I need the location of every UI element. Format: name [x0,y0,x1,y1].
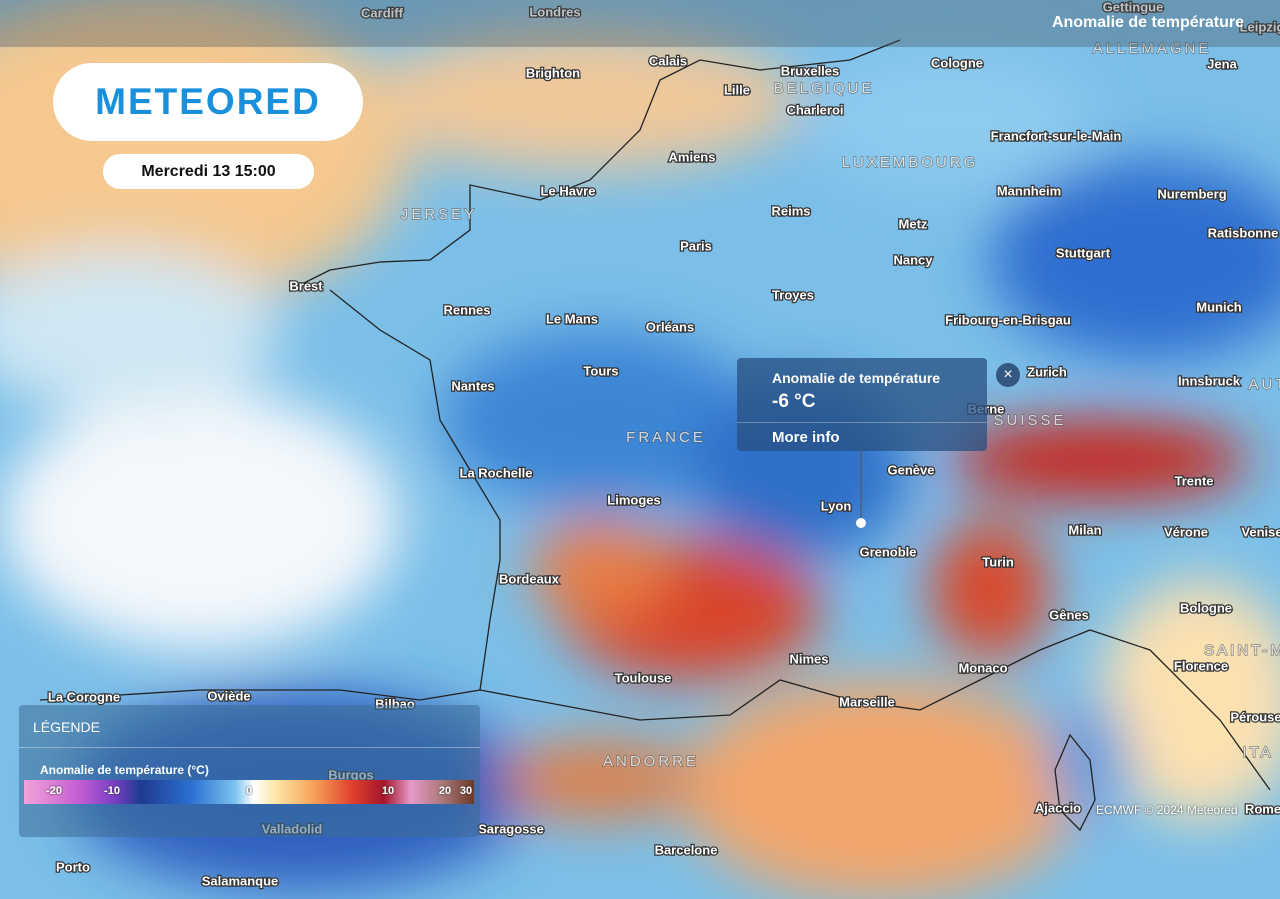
city-label: Le Mans [546,311,598,326]
city-label: Bordeaux [499,571,560,586]
city-label: Monaco [958,660,1007,675]
logo[interactable]: METEORED [53,63,363,141]
city-label: Troyes [772,287,814,302]
city-label: Reims [771,203,810,218]
pointer-dot [856,518,866,528]
city-label: Turin [982,554,1014,569]
city-label: Bologne [1180,600,1232,615]
legend-tick: -10 [104,785,120,797]
city-label: Brest [289,278,323,293]
country-label: SAINT-M [1204,642,1280,659]
city-label: Barcelone [655,842,718,857]
legend-tick: 30 [459,785,473,797]
legend-title: LÉGENDE [33,719,100,735]
legend-subtitle: Anomalie de température (°C) [40,763,209,777]
city-label: Fribourg-en-Brisgau [945,312,1071,327]
city-label: Gettingue [1103,0,1164,14]
country-label: ALLEMAGNE [1093,40,1212,57]
separator [737,422,987,423]
city-label: Marseille [839,694,895,709]
city-label: Londres [529,4,580,19]
city-label: Porto [56,859,90,874]
tooltip: Anomalie de température -6 °C More info [737,358,987,451]
country-label: AUT [1249,376,1280,393]
city-label: Metz [899,216,928,231]
country-label: LUXEMBOURG [842,154,979,171]
city-label: Cardiff [361,5,404,20]
city-label: Rome [1245,801,1280,816]
city-label: Paris [680,238,712,253]
city-label: La Rochelle [460,465,533,480]
layer-name[interactable]: Anomalie de température [1051,14,1244,31]
legend-tick: 0 [245,785,253,797]
city-label: Rennes [444,302,491,317]
city-label: Orléans [646,319,694,334]
city-label: Nantes [451,378,494,393]
city-label: Nancy [893,252,933,267]
city-label: Genève [888,462,935,477]
separator [19,747,480,748]
city-label: Salamanque [202,873,279,888]
country-label: ITA [1242,744,1273,761]
city-label: Pérouse [1230,709,1280,724]
city-label: Charleroi [786,102,843,117]
city-label: Vérone [1164,524,1208,539]
city-label: Leipzig [1240,19,1280,34]
city-label: Lyon [821,498,852,513]
legend: LÉGENDE Anomalie de température (°C) -20… [19,705,480,837]
legend-tick: -20 [46,785,62,797]
city-label: Stuttgart [1056,245,1111,260]
country-label: BELGIQUE [774,80,875,97]
city-label: Milan [1068,522,1101,537]
country-label: ANDORRE [603,753,699,770]
color-scale [24,780,474,804]
city-label: Bruxelles [781,63,840,78]
city-label: Nuremberg [1157,186,1226,201]
city-label: Lille [724,82,750,97]
city-label: La Corogne [48,689,120,704]
city-label: Ratisbonne [1208,225,1279,240]
city-label: Jena [1207,56,1237,71]
country-label: FRANCE [626,429,706,446]
city-label: Munich [1196,299,1242,314]
tooltip-value: -6 °C [772,391,816,412]
city-label: Innsbruck [1178,373,1241,388]
city-label: Cologne [931,55,983,70]
city-label: Venise [1241,524,1280,539]
city-label: Saragosse [478,821,544,836]
city-label: Grenoble [859,544,916,559]
city-label: Le Havre [541,183,596,198]
city-label: Amiens [669,149,716,164]
city-label: Trente [1174,473,1213,488]
city-label: Oviède [207,688,250,703]
city-label: Nimes [789,651,828,666]
city-label: Calais [649,53,687,68]
city-label: Mannheim [997,183,1061,198]
city-label: Florence [1174,658,1228,673]
date: Mercredi 13 15:00 [103,154,314,189]
legend-tick: 20 [438,785,452,797]
coastline [39,39,1271,791]
country-label: SUISSE [993,412,1066,429]
city-label: Ajaccio [1035,800,1081,815]
more-info[interactable]: More info [772,429,840,446]
city-label: Brighton [526,65,580,80]
tooltip-title: Anomalie de température [772,370,941,386]
city-label: Gênes [1049,607,1089,622]
top-bar [0,0,1280,47]
corsica-coast [1054,733,1096,832]
city-label: Limoges [607,492,660,507]
city-label: Francfort-sur-le-Main [991,128,1122,143]
close-button[interactable]: × [996,363,1020,387]
city-label: Zurich [1027,364,1067,379]
city-label: Toulouse [615,670,672,685]
legend-tick: 10 [381,785,395,797]
country-label: JERSEY [401,206,477,223]
city-label: Tours [583,363,618,378]
credit: ECMWF © 2024 Meteored [1096,803,1238,817]
